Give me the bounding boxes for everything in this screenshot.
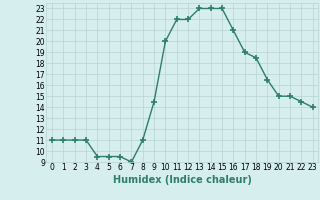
X-axis label: Humidex (Indice chaleur): Humidex (Indice chaleur) — [113, 175, 252, 185]
